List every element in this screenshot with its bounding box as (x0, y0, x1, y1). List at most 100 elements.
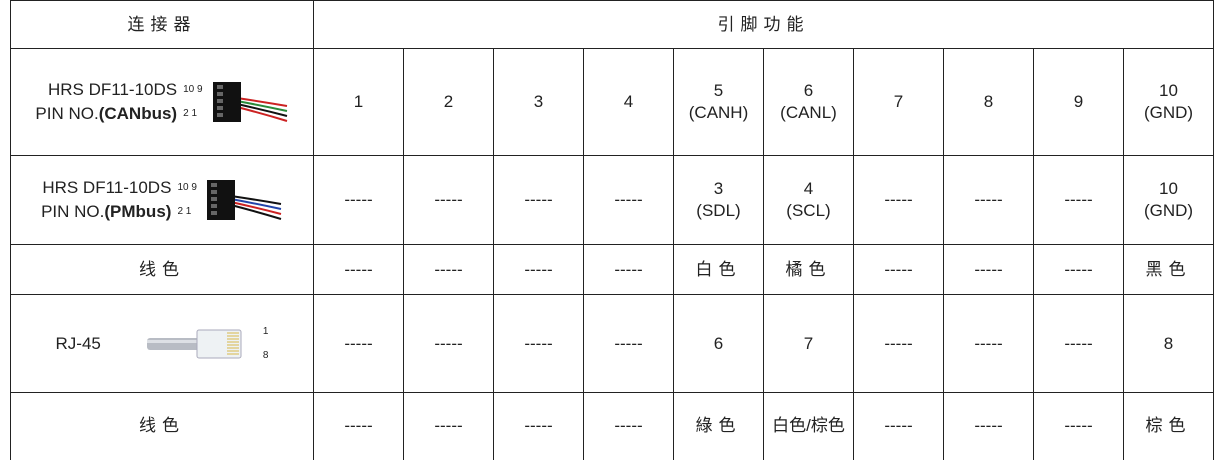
pin-cell: 橘色 (763, 244, 854, 295)
pins-bottom: 2 1 (177, 206, 192, 217)
pin-text: ----- (974, 190, 1003, 209)
pin-text: ----- (614, 259, 643, 279)
table-row: HRS DF11-10DS PIN NO.(CANbus) 10 9 2 1 1 2 3 4 5… (10, 48, 1215, 156)
pin-text: (GND) (1143, 103, 1194, 122)
pin-numbers: 10 9 2 1 (177, 176, 196, 224)
pin-cell: ----- (583, 244, 674, 295)
pin-cell: ----- (313, 155, 404, 245)
header-text: 连接器 (127, 14, 197, 34)
pin-text: ----- (524, 333, 553, 353)
pin-text: 6 (803, 81, 814, 100)
pin-cell: ----- (583, 294, 674, 393)
pin-cell: ----- (403, 294, 494, 393)
pin-cell: 白色 (673, 244, 764, 295)
pin-text: ----- (974, 259, 1003, 279)
connector: HRS DF11-10DS PIN NO.(PMbus) 10 9 2 1 (11, 170, 313, 230)
pin-cell: 3 (493, 48, 584, 156)
pin-cell: ----- (493, 244, 584, 295)
pin-text: ----- (614, 416, 643, 436)
pin-cell: 白色/棕色 (763, 392, 854, 460)
pin-text: ----- (344, 190, 373, 209)
pin-cell: 3 (SDL) (673, 155, 764, 245)
pin-text: ----- (524, 259, 553, 279)
connector-icon (206, 180, 282, 220)
pin-cell: ----- (313, 294, 404, 393)
pin-cell: ----- (493, 294, 584, 393)
pin-text: 10 (1159, 81, 1178, 100)
pin-text: (SCL) (786, 201, 831, 220)
bus-name: (PMbus) (104, 202, 172, 221)
pin-cell: 2 (403, 48, 494, 156)
pin-cell: 黑色 (1122, 244, 1215, 295)
table-body: 连接器 引脚功能 HRS DF11-10DS PIN NO.(CANbus) 10 9 2… (10, 0, 1215, 460)
header-cell: 引脚功能 (312, 0, 1215, 49)
pin-text: 白色/棕色 (772, 416, 845, 436)
connector-name: HRS DF11-10DS (42, 178, 172, 197)
header-row: 连接器 引脚功能 (10, 0, 1215, 49)
pin-cell: ----- (1033, 155, 1124, 245)
pin-numbers: 10 9 2 1 (183, 78, 202, 126)
row-label-cell: 线色 (10, 392, 314, 460)
pin-text: ----- (884, 190, 913, 209)
pin-cell: 8 (1122, 294, 1215, 393)
pin-text: ----- (434, 333, 463, 353)
pin-cell: 6 (CANL) (763, 48, 854, 156)
connector: HRS DF11-10DS PIN NO.(CANbus) 10 9 2 1 (11, 72, 313, 132)
pin-text: ----- (344, 259, 373, 279)
pin-text: ----- (884, 333, 913, 353)
header-text: 引脚功能 (717, 14, 810, 34)
pin-text: ----- (434, 259, 463, 279)
pin-cell: 4 (583, 48, 674, 156)
pin-text: ----- (1064, 190, 1093, 209)
connector-text: HRS DF11-10DS PIN NO.(PMbus) (41, 176, 171, 224)
pins-top: 1 (262, 325, 269, 337)
pin-cell: 綠色 (673, 392, 764, 460)
pin-text: (SDL) (696, 201, 741, 220)
pin-text: 6 (713, 333, 724, 353)
pin-cell: ----- (313, 392, 404, 460)
pin-cell: ----- (403, 392, 494, 460)
pin-cell: ----- (313, 244, 404, 295)
pin-text: ----- (884, 259, 913, 279)
pin-text: ----- (614, 333, 643, 353)
connector-pin-line: PIN NO.(PMbus) (41, 200, 171, 224)
pin-text: 7 (893, 92, 904, 111)
pin-text: (CANH) (688, 103, 749, 122)
pin-table: 连接器 引脚功能 HRS DF11-10DS PIN NO.(CANbus) 10 9 2… (10, 0, 1215, 460)
pin-cell: ----- (583, 155, 674, 245)
pin-prefix: PIN NO. (41, 202, 105, 221)
pin-cell: 7 (763, 294, 854, 393)
pin-text: 3 (533, 92, 544, 111)
pin-text: 黑色 (1145, 259, 1192, 279)
pins-bottom: 2 1 (183, 108, 198, 119)
pin-cell: ----- (853, 294, 944, 393)
connector-text: HRS DF11-10DS PIN NO.(CANbus) (35, 78, 177, 126)
pin-text: ----- (434, 190, 463, 209)
row-label: 线色 (139, 416, 185, 436)
pin-cell: ----- (493, 392, 584, 460)
pin-cell: 7 (853, 48, 944, 156)
pins-bottom: 8 (262, 349, 269, 361)
pin-cell: 1 (313, 48, 404, 156)
pin-text: 2 (443, 92, 454, 111)
pin-text: ----- (1064, 416, 1093, 436)
pin-cell: 4 (SCL) (763, 155, 854, 245)
pin-text: ----- (974, 416, 1003, 436)
pin-text: 8 (1163, 333, 1174, 353)
table-row: HRS DF11-10DS PIN NO.(PMbus) 10 9 2 1 ----- -… (10, 155, 1215, 245)
pin-cell: 10 (GND) (1122, 155, 1215, 245)
pin-text: ----- (344, 333, 373, 353)
pin-text: ----- (884, 416, 913, 436)
pin-text: (GND) (1143, 201, 1194, 220)
pin-cell: 棕色 (1122, 392, 1215, 460)
table-row: 线色 ----- ----- ----- ----- 白色 橘色 ----- ----- ----… (10, 244, 1215, 295)
pin-cell: 9 (1033, 48, 1124, 156)
pin-text: 5 (713, 81, 724, 100)
pin-cell: ----- (853, 244, 944, 295)
pins-top: 10 9 (183, 84, 203, 95)
pin-text: (CANL) (780, 103, 837, 122)
pin-cell: 6 (673, 294, 764, 393)
row-label-cell: HRS DF11-10DS PIN NO.(PMbus) 10 9 2 1 (10, 155, 314, 245)
pin-cell: ----- (943, 392, 1034, 460)
